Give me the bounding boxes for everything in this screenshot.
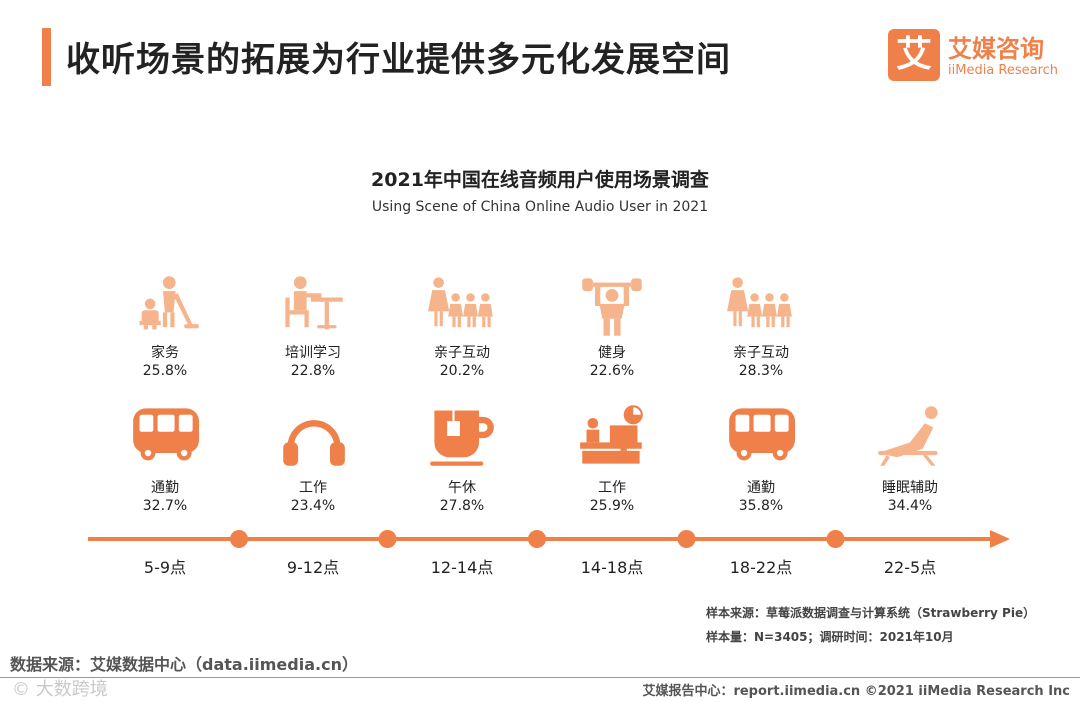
timeline-divider-dot	[826, 530, 845, 548]
timeline-arrow	[990, 530, 1010, 548]
family-icon	[428, 277, 493, 328]
lower-scene-label: 通勤	[151, 480, 179, 496]
timeline-divider-dot	[677, 530, 696, 548]
lower-scene-value: 27.8%	[439, 498, 485, 514]
lower-scene-value: 35.8%	[738, 498, 784, 514]
logo-mark: 艾	[888, 29, 940, 81]
upper-scene-value: 28.3%	[738, 363, 784, 379]
iimedia-logo: 艾 艾媒咨询 iiMedia Research	[888, 29, 1068, 85]
housework-icon	[139, 276, 199, 330]
lower-scene-label: 工作	[598, 480, 626, 496]
timeline-divider-dot	[230, 530, 248, 548]
coffee-cup-icon	[430, 410, 494, 466]
time-slot-label: 9-12点	[286, 558, 340, 577]
lower-scene-label: 工作	[299, 480, 327, 496]
sleep-icon	[878, 406, 938, 466]
family-icon	[727, 277, 792, 328]
lower-scene-value: 23.4%	[290, 498, 336, 514]
data-source: 数据来源：艾媒数据中心（data.iimedia.cn）	[10, 655, 358, 674]
headphones-icon	[283, 420, 345, 466]
time-slot-label: 12-14点	[430, 558, 494, 577]
watermark: © 大数跨境	[12, 679, 108, 700]
logo-name-en: iiMedia Research	[948, 63, 1059, 78]
footer-divider	[0, 677, 1080, 678]
lower-scene-label: 睡眠辅助	[882, 480, 938, 496]
fitness-icon	[582, 278, 642, 336]
time-slot-label: 18-22点	[729, 558, 793, 577]
sample-size-note: 样本量：N=3405；调研时间：2021年10月	[706, 630, 954, 644]
lower-scene-label: 通勤	[747, 480, 775, 496]
chart-title: 2021年中国在线音频用户使用场景调查	[371, 169, 709, 191]
upper-scene-label: 亲子互动	[733, 345, 789, 361]
bus-icon	[729, 408, 795, 461]
time-slot-label: 5-9点	[143, 558, 187, 577]
study-icon	[285, 276, 343, 330]
chart-subtitle: Using Scene of China Online Audio User i…	[371, 199, 709, 215]
page-title: 收听场景的拓展为行业提供多元化发展空间	[66, 40, 731, 80]
title-accent-bar	[42, 28, 51, 86]
timeline-axis	[88, 530, 1010, 548]
bus-icon	[133, 408, 199, 461]
footer-text: 艾媒报告中心：report.iimedia.cn ©2021 iiMedia R…	[642, 684, 1070, 699]
upper-scene-label: 培训学习	[285, 345, 341, 361]
upper-scene-value: 20.2%	[439, 363, 485, 379]
upper-scene-label: 家务	[151, 345, 179, 361]
time-slot-label: 14-18点	[580, 558, 644, 577]
desk-work-icon	[580, 405, 643, 464]
sample-source-note: 样本来源：草莓派数据调查与计算系统（Strawberry Pie）	[706, 606, 1036, 620]
timeline-divider-dot	[528, 530, 546, 548]
time-slot-label: 22-5点	[883, 558, 937, 577]
upper-scene-value: 22.6%	[589, 363, 635, 379]
logo-name-cn: 艾媒咨询	[948, 35, 1044, 63]
lower-scene-value: 25.9%	[589, 498, 635, 514]
timeline-divider-dot	[378, 530, 397, 548]
upper-scene-value: 25.8%	[142, 363, 188, 379]
lower-scene-value: 32.7%	[142, 498, 188, 514]
upper-scene-label: 健身	[598, 345, 626, 361]
lower-scene-value: 34.4%	[887, 498, 933, 514]
lower-scene-label: 午休	[448, 480, 476, 496]
upper-scene-label: 亲子互动	[434, 345, 490, 361]
upper-scene-value: 22.8%	[290, 363, 336, 379]
